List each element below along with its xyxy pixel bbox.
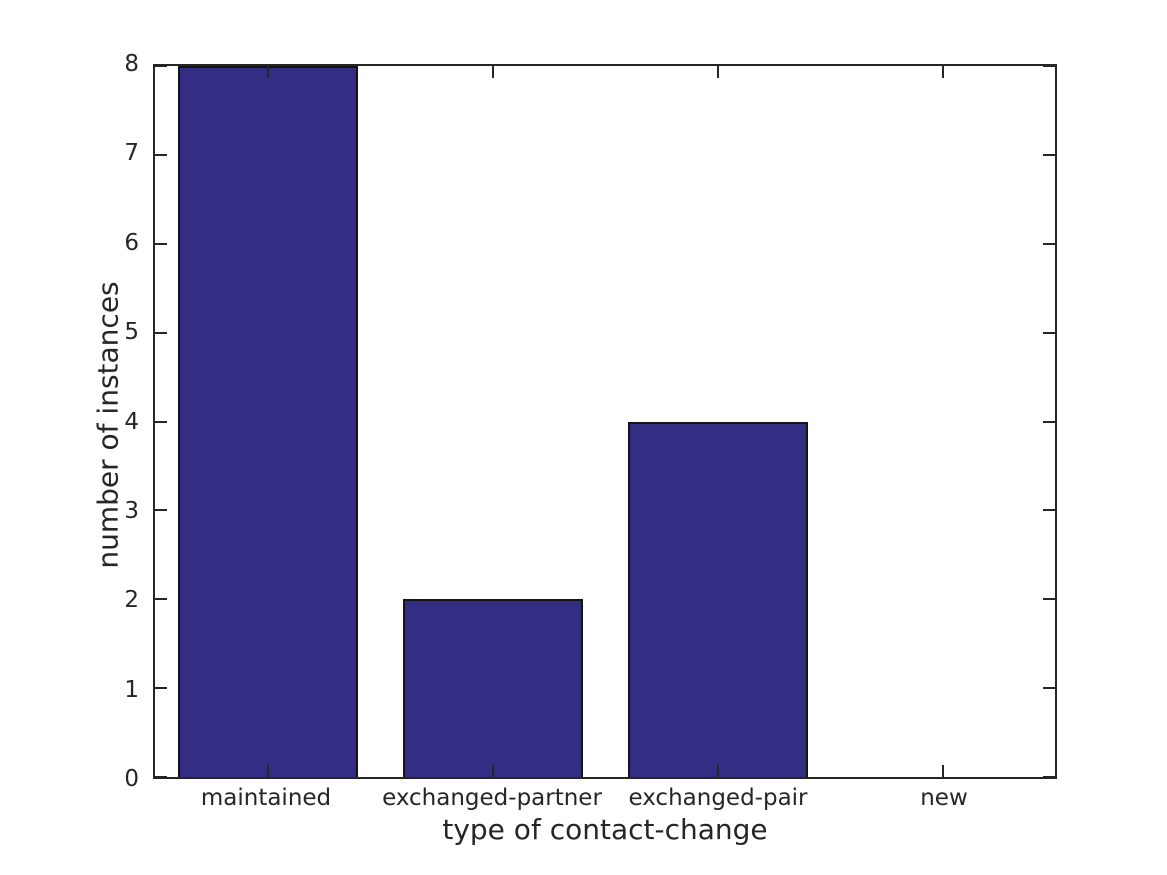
y-tick-left-side-0 (155, 776, 167, 778)
y-tick-right-side-6 (1043, 242, 1055, 245)
x-tick-label-maintained: maintained (200, 785, 332, 811)
y-tick-left-side-3 (155, 509, 167, 512)
y-tick-right-side-3 (1043, 509, 1055, 512)
y-tick-right-side-0 (1043, 776, 1055, 778)
y-tick-label-3: 3 (124, 497, 139, 524)
y-tick-right-side-7 (1043, 153, 1055, 156)
x-tick-bottom-side-new (941, 765, 944, 777)
x-tick-top-side-maintained (266, 66, 269, 78)
y-tick-left-side-1 (155, 687, 167, 690)
y-tick-label-1: 1 (124, 676, 139, 703)
x-tick-bottom-side-exchanged-pair (716, 765, 719, 777)
y-tick-label-5: 5 (124, 319, 139, 346)
x-tick-bottom-side-exchanged-partner (491, 765, 494, 777)
y-tick-label-0: 0 (124, 766, 139, 792)
y-tick-right-side-5 (1043, 331, 1055, 334)
y-tick-left-side-2 (155, 598, 167, 601)
bar-exchanged-partner (402, 599, 583, 777)
bar-exchanged-pair (627, 421, 808, 777)
y-tick-left-side-5 (155, 331, 167, 334)
y-tick-label-6: 6 (124, 229, 139, 256)
y-tick-right-side-4 (1043, 420, 1055, 423)
y-tick-left-side-6 (155, 242, 167, 245)
y-tick-right-side-1 (1043, 687, 1055, 690)
plot-area (153, 64, 1057, 779)
y-tick-label-8: 8 (124, 51, 139, 77)
y-tick-left-side-8 (155, 65, 167, 67)
y-tick-left-side-4 (155, 420, 167, 423)
y-tick-label-4: 4 (124, 408, 139, 435)
x-tick-bottom-side-maintained (266, 765, 269, 777)
x-axis-label: type of contact-change (442, 813, 768, 846)
x-tick-label-new: new (920, 785, 968, 811)
y-tick-right-side-2 (1043, 598, 1055, 601)
x-tick-top-side-exchanged-partner (491, 66, 494, 78)
y-tick-right-side-8 (1043, 65, 1055, 67)
x-tick-top-side-new (941, 66, 944, 78)
y-tick-label-2: 2 (124, 587, 139, 614)
y-tick-label-7: 7 (124, 140, 139, 167)
x-tick-label-exchanged-pair: exchanged-pair (628, 785, 808, 811)
x-tick-label-exchanged-partner: exchanged-partner (382, 785, 602, 811)
bar-maintained (177, 66, 358, 777)
x-tick-top-side-exchanged-pair (716, 66, 719, 78)
y-tick-left-side-7 (155, 153, 167, 156)
